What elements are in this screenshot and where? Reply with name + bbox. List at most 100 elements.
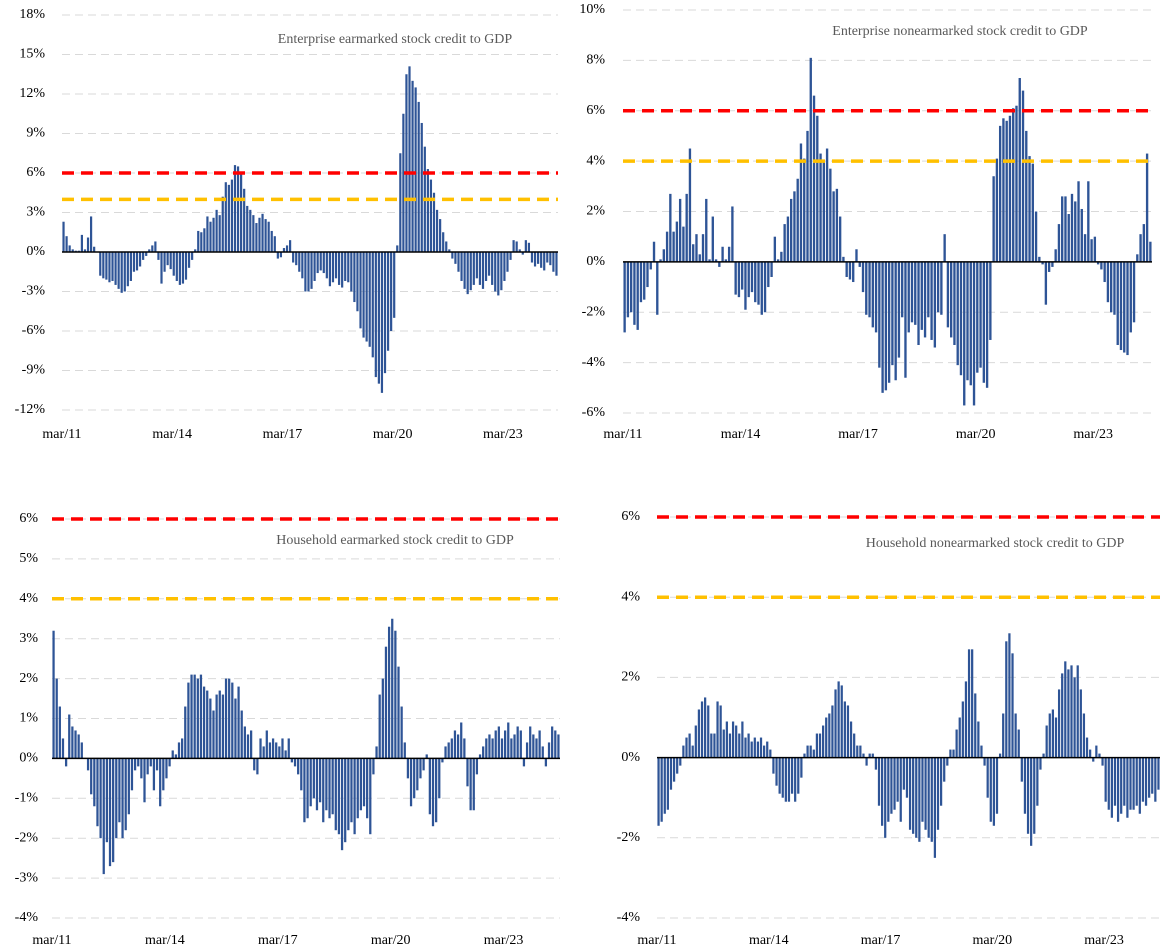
bar — [1020, 757, 1023, 782]
bar — [1008, 115, 1012, 262]
bar — [633, 261, 636, 325]
bar — [155, 758, 159, 771]
y-tick-label: 4% — [621, 589, 640, 604]
bar — [1138, 757, 1141, 814]
bar — [789, 198, 793, 262]
bar — [1054, 249, 1057, 262]
bar — [383, 252, 387, 374]
bar — [142, 252, 145, 260]
bar — [532, 734, 535, 759]
bar — [96, 758, 99, 827]
bar — [273, 236, 276, 252]
bar — [405, 74, 408, 252]
bar — [1070, 193, 1074, 262]
bar — [420, 122, 423, 252]
bar — [203, 228, 206, 252]
bar — [270, 230, 273, 252]
bar — [114, 252, 117, 285]
bar — [503, 730, 507, 759]
bar — [784, 757, 787, 802]
bar — [943, 757, 946, 782]
bar — [1123, 261, 1126, 353]
x-tick-label: mar/23 — [484, 933, 524, 948]
bar — [652, 241, 656, 262]
bar — [725, 721, 728, 758]
bar — [1057, 689, 1061, 758]
bar — [995, 757, 999, 814]
bar — [432, 192, 436, 252]
y-tick-label: 3% — [19, 631, 38, 646]
bar — [159, 758, 162, 807]
bar — [218, 690, 221, 759]
bar — [1110, 757, 1113, 818]
bar — [963, 261, 966, 406]
bar — [541, 746, 544, 759]
bar — [1011, 653, 1014, 758]
bar — [803, 753, 806, 758]
bar — [538, 730, 541, 759]
bar — [406, 758, 410, 779]
bar — [646, 261, 649, 288]
bar — [704, 697, 707, 758]
bar — [946, 261, 950, 328]
bar — [917, 261, 920, 345]
bar — [230, 179, 234, 252]
bar — [663, 757, 666, 814]
y-tick-label: 2% — [19, 671, 38, 686]
bar — [821, 725, 825, 758]
bar — [809, 57, 812, 262]
bar — [1038, 256, 1041, 262]
y-tick-label: -2% — [15, 830, 39, 845]
bar — [865, 261, 868, 315]
y-tick-label: 6% — [19, 511, 38, 526]
bar — [353, 758, 356, 835]
bar — [871, 261, 874, 328]
bar — [766, 741, 769, 758]
bar — [769, 749, 772, 758]
bar — [1089, 749, 1092, 758]
bar — [1002, 713, 1005, 758]
bar — [665, 231, 669, 262]
bar — [1139, 234, 1142, 262]
bar — [377, 252, 380, 384]
bar — [297, 758, 300, 775]
bar — [393, 252, 396, 318]
y-tick-label: 15% — [19, 47, 45, 62]
bar — [347, 758, 350, 831]
bar — [552, 252, 555, 272]
bar — [400, 706, 403, 759]
bar — [491, 738, 494, 759]
bar — [1106, 261, 1110, 303]
bar — [350, 758, 353, 823]
bar — [921, 757, 924, 822]
bar — [99, 252, 102, 276]
bar — [221, 694, 225, 759]
bar — [790, 757, 794, 794]
bar — [488, 252, 491, 276]
bar — [463, 738, 466, 759]
bar — [812, 95, 816, 262]
bar — [124, 758, 127, 831]
x-tick-label: mar/14 — [152, 427, 192, 442]
bar — [184, 706, 187, 759]
bar — [129, 252, 132, 281]
bar — [891, 261, 894, 366]
bar — [1090, 239, 1093, 262]
bar — [953, 261, 956, 345]
bar — [282, 248, 286, 252]
bar — [252, 215, 255, 252]
bar — [350, 252, 353, 292]
x-tick-label: mar/17 — [838, 427, 878, 442]
bar — [952, 749, 955, 758]
bar — [118, 758, 121, 823]
bar — [120, 252, 123, 293]
bar — [964, 681, 968, 758]
bar — [488, 734, 491, 759]
bar — [629, 261, 633, 313]
bar — [1113, 261, 1116, 315]
bar — [163, 252, 166, 272]
bar — [261, 213, 264, 252]
bar — [362, 252, 365, 338]
bar — [731, 206, 734, 262]
bar — [936, 261, 940, 313]
